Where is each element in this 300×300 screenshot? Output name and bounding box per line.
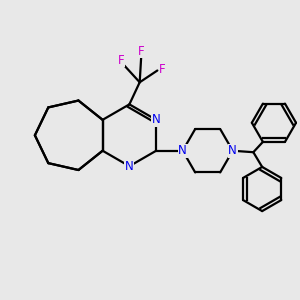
Text: N: N — [152, 113, 161, 126]
Text: N: N — [125, 160, 134, 173]
Text: N: N — [228, 144, 237, 157]
Text: F: F — [118, 54, 124, 67]
Text: F: F — [138, 45, 145, 58]
Text: F: F — [159, 62, 166, 76]
Text: N: N — [178, 144, 187, 157]
